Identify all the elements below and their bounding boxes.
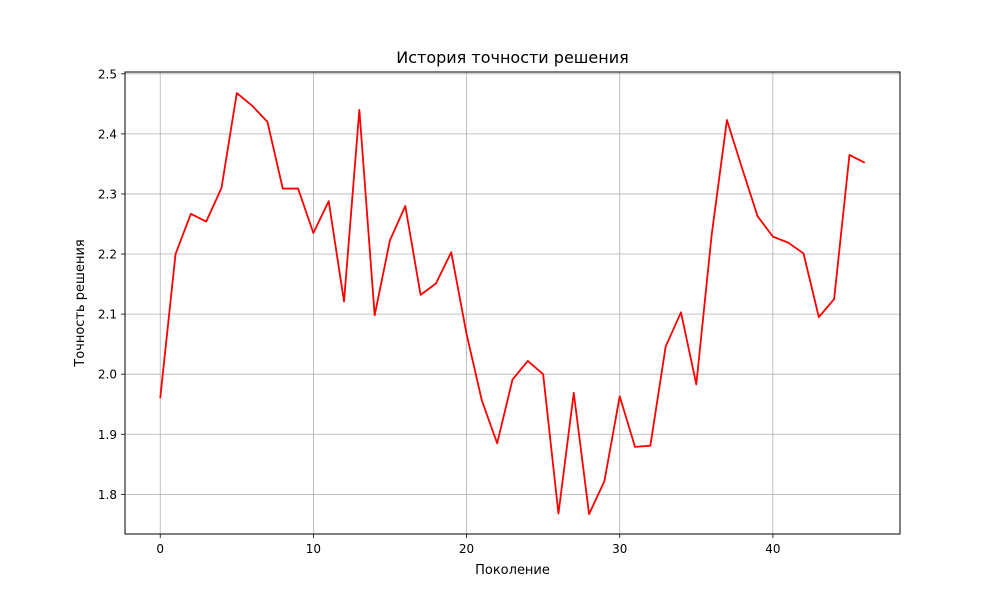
y-tick-label: 2.4 <box>98 127 117 141</box>
y-tick-label: 1.8 <box>98 488 117 502</box>
plot-frame <box>124 71 901 535</box>
x-tick-label: 30 <box>612 542 627 556</box>
y-tick-label: 2.2 <box>98 248 117 262</box>
y-tick-label: 2.0 <box>98 368 117 382</box>
x-tick-label: 0 <box>156 542 164 556</box>
series-layer <box>159 92 866 516</box>
series-line <box>159 92 866 516</box>
chart-title: История точности решения <box>396 48 629 67</box>
y-axis-label: Точность решения <box>73 239 88 367</box>
x-tick-label: 10 <box>306 542 321 556</box>
y-tick-label: 1.9 <box>98 428 117 442</box>
y-tick-label: 2.1 <box>98 308 117 322</box>
x-tick-label: 40 <box>765 542 780 556</box>
y-tick-label: 2.5 <box>98 67 117 81</box>
x-axis-label: Поколение <box>475 563 550 578</box>
x-tick-label: 20 <box>459 542 474 556</box>
ticks: 0 10 20 30 40 1.8 1.9 2.0 2.1 2.2 2.3 2.4 2.5 <box>98 67 781 556</box>
grid <box>125 72 900 534</box>
y-tick-label: 2.3 <box>98 187 117 201</box>
